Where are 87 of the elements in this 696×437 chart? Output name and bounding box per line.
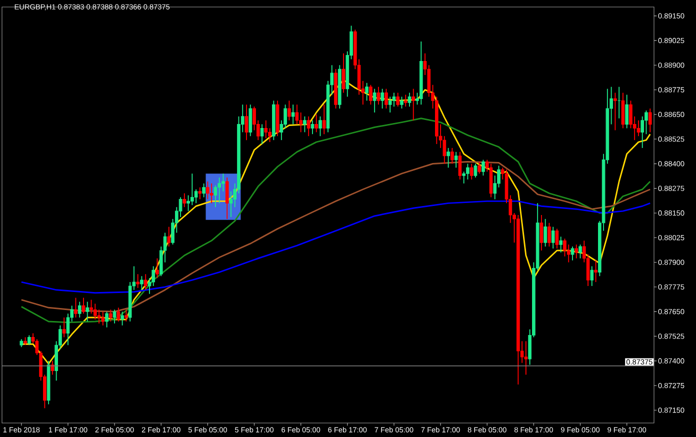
candlestick [470, 163, 474, 180]
candlestick [474, 163, 478, 178]
candlestick [594, 260, 598, 283]
candlestick [86, 301, 90, 322]
candlestick [225, 177, 229, 220]
candlestick [365, 82, 368, 102]
candlestick [396, 92, 400, 108]
line-series [20, 200, 651, 294]
candlestick [524, 340, 528, 376]
candlestick [640, 116, 644, 148]
candlestick [182, 192, 186, 208]
candlestick [291, 104, 295, 125]
candlestick [136, 274, 140, 288]
candlestick [62, 317, 66, 338]
candlestick [574, 244, 578, 259]
candlestick [202, 182, 206, 198]
candlestick [101, 311, 105, 326]
candlestick [412, 88, 416, 121]
candlestick [372, 88, 376, 113]
candlestick [229, 190, 233, 218]
candlestick [458, 151, 462, 180]
candlestick [555, 228, 559, 249]
candlestick [404, 94, 408, 108]
candlestick [66, 313, 70, 346]
candlestick [295, 104, 299, 125]
candlestick [446, 147, 450, 168]
candlestick [318, 116, 322, 137]
candlestick [105, 311, 108, 328]
candlestick [116, 307, 120, 322]
candlestick [408, 92, 412, 108]
candlestick [450, 147, 454, 164]
candlestick [93, 303, 97, 320]
candlestick [112, 309, 116, 324]
candlestick [466, 163, 470, 180]
candlestick [369, 84, 372, 106]
candlestick [314, 114, 318, 133]
candlestick [303, 116, 306, 133]
candlestick [392, 92, 396, 108]
candlestick [82, 297, 86, 314]
candlestick [454, 151, 458, 168]
candlestick [400, 96, 404, 110]
candlestick [551, 226, 555, 249]
candlestick [74, 297, 78, 318]
candlestick [578, 244, 582, 259]
candlestick [544, 218, 547, 248]
candlestick [648, 108, 652, 133]
candlestick [214, 184, 218, 208]
candlestick [50, 360, 54, 376]
candlestick [380, 88, 384, 110]
candlestick [566, 244, 570, 263]
candlestick [109, 309, 112, 322]
candlestick [376, 86, 380, 106]
candlestick [590, 266, 594, 286]
candlestick [78, 301, 82, 318]
candlestick [559, 236, 563, 253]
candlestick [144, 274, 148, 290]
candlestick [120, 311, 124, 326]
candlestick [206, 181, 210, 200]
candlestick [260, 124, 264, 144]
candlestick [388, 96, 392, 113]
candlestick [621, 92, 625, 129]
candlestick [625, 94, 629, 129]
candlestick [322, 104, 326, 135]
candlestick [244, 104, 248, 141]
candlestick [156, 258, 159, 279]
candlestick [384, 88, 388, 110]
candlestick [167, 226, 171, 248]
candlestick [210, 182, 214, 204]
candlestick [28, 334, 31, 346]
candlestick [636, 120, 640, 137]
candlestick [478, 161, 482, 174]
candlestick [288, 100, 291, 121]
candlestick [482, 159, 485, 176]
candlestick [124, 309, 128, 322]
candlestick [140, 276, 144, 290]
candlestick [570, 246, 574, 261]
candlestick [548, 222, 551, 248]
candlestick [194, 188, 198, 204]
candlestick [306, 116, 310, 137]
candlestick [310, 120, 314, 135]
candlestick [248, 104, 252, 137]
candlestick [218, 177, 222, 204]
candlestick [614, 92, 617, 131]
candlestick [198, 186, 202, 200]
candlestick [264, 120, 268, 139]
candlestick [540, 214, 544, 251]
candlestick [97, 309, 101, 324]
